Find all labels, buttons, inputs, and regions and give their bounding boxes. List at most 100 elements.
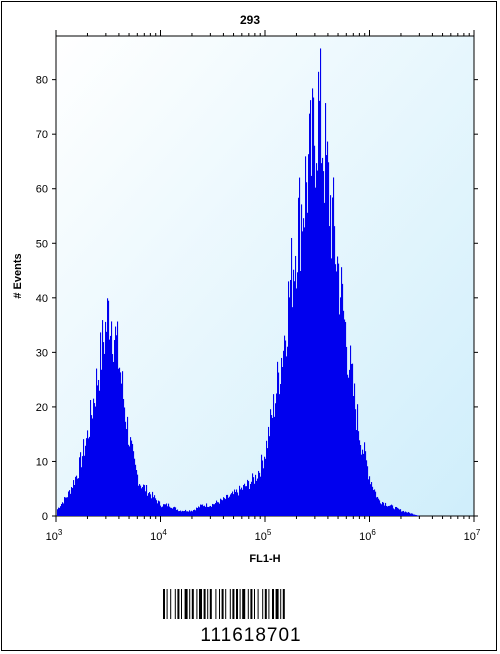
- histogram-bin: [277, 361, 279, 516]
- histogram-bin: [119, 367, 121, 516]
- histogram-bin: [274, 416, 276, 516]
- histogram-bin: [135, 464, 137, 516]
- histogram-bin: [210, 505, 212, 516]
- histogram-bin: [111, 321, 113, 516]
- histogram-bin: [354, 383, 356, 516]
- histogram-bin: [412, 513, 414, 516]
- histogram-bin: [58, 507, 60, 516]
- barcode-bar: [280, 589, 282, 619]
- histogram-bin: [322, 157, 324, 516]
- histogram-bin: [175, 507, 177, 516]
- histogram-bin: [360, 444, 362, 516]
- histogram-bin: [160, 505, 162, 516]
- histogram-bin: [60, 506, 62, 516]
- barcode-bar: [189, 589, 191, 619]
- histogram-bin: [398, 508, 400, 516]
- histogram-bin: [123, 398, 125, 516]
- histogram-bin: [63, 503, 65, 516]
- histogram-bin: [120, 372, 122, 516]
- histogram-bin: [213, 504, 215, 516]
- histogram-bin: [156, 500, 158, 516]
- histogram-bin: [371, 482, 373, 516]
- histogram-bin: [183, 511, 185, 516]
- barcode-bar: [163, 589, 165, 619]
- histogram-bin: [392, 505, 394, 516]
- histogram-bin: [225, 499, 227, 516]
- histogram-bin: [302, 231, 304, 517]
- histogram-bin: [258, 470, 260, 516]
- histogram-bin: [207, 506, 209, 516]
- histogram-bin: [65, 497, 67, 516]
- histogram-bin: [383, 502, 385, 516]
- histogram-bin: [202, 504, 204, 516]
- histogram-bin: [264, 456, 266, 516]
- histogram-bin: [144, 485, 146, 516]
- histogram-bin: [321, 163, 323, 517]
- histogram-bin: [336, 271, 338, 516]
- x-axis-label: FL1-H: [249, 553, 280, 565]
- histogram-bin: [301, 204, 303, 516]
- histogram-bin: [205, 506, 207, 516]
- histogram-bin: [379, 500, 381, 516]
- y-axis-label: # Events: [12, 253, 24, 298]
- histogram-bin: [216, 500, 218, 516]
- histogram-bin: [185, 509, 187, 516]
- histogram-bin: [265, 458, 267, 516]
- histogram-bin: [375, 491, 377, 516]
- histogram-bin: [188, 511, 190, 516]
- histogram-bin: [118, 368, 120, 516]
- histogram-bin: [407, 512, 409, 516]
- histogram-bin: [300, 270, 302, 516]
- histogram-bin: [83, 439, 85, 516]
- barcode-bar: [203, 589, 206, 619]
- histogram-bin: [310, 100, 312, 517]
- histogram-bin: [247, 479, 249, 516]
- histogram-bin: [203, 506, 205, 516]
- histogram-bin: [121, 383, 123, 516]
- histogram-bin: [364, 442, 366, 516]
- histogram-bin: [410, 513, 412, 516]
- y-tick-label: 20: [36, 402, 48, 414]
- histogram-bin: [201, 504, 203, 516]
- histogram-bin: [381, 504, 383, 516]
- histogram-bin: [329, 226, 331, 516]
- histogram-bin: [283, 350, 285, 516]
- histogram-bin: [312, 88, 314, 517]
- histogram-bin: [268, 426, 270, 516]
- histogram-bin: [193, 510, 195, 516]
- y-tick-label: 50: [36, 238, 48, 250]
- histogram-bin: [270, 409, 272, 516]
- histogram-bin: [352, 363, 354, 516]
- histogram-bin: [288, 281, 290, 516]
- histogram-bin: [229, 496, 231, 516]
- histogram-bin: [179, 511, 181, 516]
- histogram-bin: [149, 492, 151, 516]
- histogram-bin: [191, 510, 193, 516]
- histogram-bin: [77, 478, 79, 516]
- histogram-bin: [287, 346, 289, 516]
- histogram-bin: [168, 503, 170, 516]
- histogram-bin: [199, 507, 201, 516]
- histogram-bin: [332, 197, 334, 517]
- histogram-bin: [233, 494, 235, 516]
- histogram-bin: [95, 406, 97, 516]
- histogram-bin: [377, 496, 379, 516]
- histogram-bin: [96, 368, 98, 516]
- x-tick-label: 106: [359, 528, 376, 543]
- histogram-bin: [102, 320, 104, 516]
- histogram-bin: [81, 467, 83, 516]
- histogram-bin: [318, 71, 320, 516]
- histogram-bin: [219, 503, 221, 516]
- histogram-bin: [148, 493, 150, 516]
- histogram-bin: [230, 494, 232, 516]
- histogram-bin: [143, 484, 145, 516]
- y-tick-label: 30: [36, 347, 48, 359]
- histogram-bin: [238, 495, 240, 516]
- histogram-bin: [113, 361, 115, 516]
- histogram-bin: [317, 170, 319, 516]
- histogram-bin: [142, 487, 144, 516]
- histogram-bin: [257, 478, 259, 516]
- histogram-bin: [362, 449, 364, 516]
- histogram-bin: [130, 437, 132, 516]
